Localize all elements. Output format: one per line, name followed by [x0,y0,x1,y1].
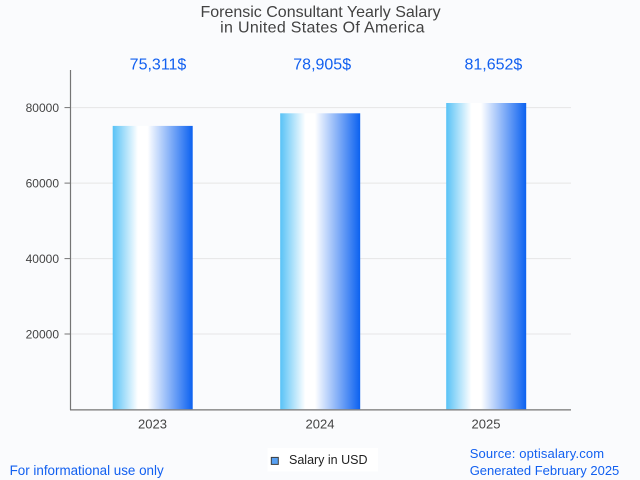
svg-text:2023: 2023 [138,417,167,432]
svg-text:80000: 80000 [26,101,60,115]
svg-text:Generated February 2025: Generated February 2025 [470,463,620,478]
svg-text:2024: 2024 [306,417,335,432]
svg-text:2025: 2025 [472,417,501,432]
svg-text:40000: 40000 [26,252,60,266]
svg-text:20000: 20000 [26,327,60,341]
svg-text:in United States Of America: in United States Of America [220,19,425,36]
svg-text:75,311$: 75,311$ [130,56,187,73]
svg-text:Salary in USD: Salary in USD [289,453,368,467]
svg-text:Source: optisalary.com: Source: optisalary.com [470,446,605,461]
svg-text:78,905$: 78,905$ [293,56,351,73]
svg-text:For informational use only: For informational use only [10,463,164,478]
svg-text:Forensic Consultant Yearly Sal: Forensic Consultant Yearly Salary [200,4,440,21]
svg-text:60000: 60000 [26,176,60,190]
svg-text:81,652$: 81,652$ [464,56,522,73]
